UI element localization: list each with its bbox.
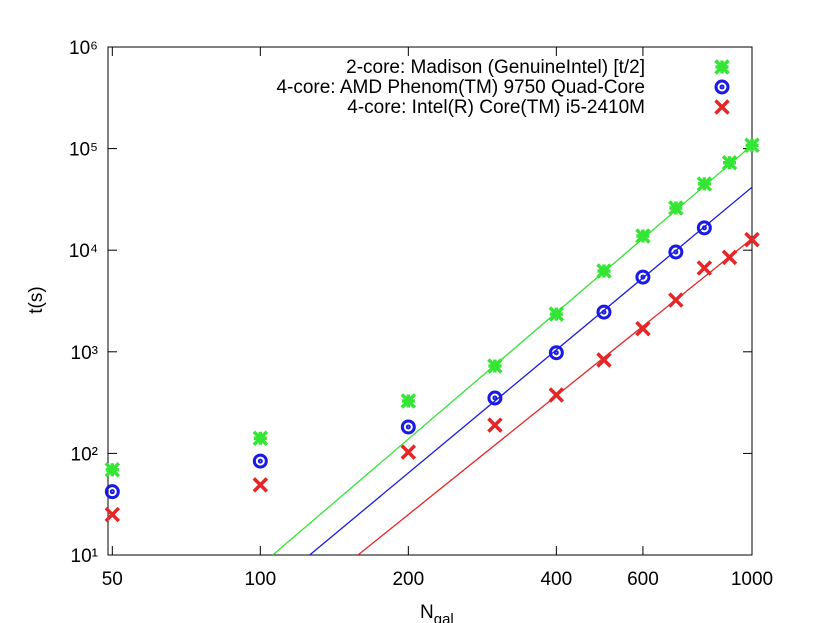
data-point bbox=[721, 154, 738, 171]
data-point bbox=[635, 269, 651, 285]
data-point bbox=[400, 419, 416, 435]
x-tick-label: 1000 bbox=[731, 569, 773, 590]
data-point bbox=[668, 200, 684, 216]
data-point bbox=[104, 506, 121, 523]
y-tick-label: 10⁶ bbox=[69, 38, 98, 59]
data-point bbox=[596, 352, 612, 368]
data-point bbox=[104, 484, 120, 500]
y-tick-label: 10¹ bbox=[71, 546, 98, 567]
data-point bbox=[635, 320, 651, 337]
legend-label: 4-core: Intel(R) Core(TM) i5-2410M bbox=[347, 97, 645, 118]
y-tick-label: 10² bbox=[71, 444, 98, 465]
y-tick-label: 10³ bbox=[71, 343, 98, 364]
data-point bbox=[252, 453, 268, 469]
data-point bbox=[548, 306, 565, 322]
data-point bbox=[696, 260, 713, 276]
data-point bbox=[104, 462, 121, 478]
legend-label: 4-core: AMD Phenom(TM) 9750 Quad-Core bbox=[276, 77, 645, 98]
data-point bbox=[487, 417, 503, 433]
data-point bbox=[744, 231, 760, 248]
data-point bbox=[668, 244, 684, 260]
x-axis-label-main: N bbox=[420, 602, 434, 623]
x-tick-label: 200 bbox=[392, 569, 424, 590]
data-point bbox=[487, 390, 503, 406]
x-axis-label: Ngal bbox=[420, 602, 454, 623]
data-point bbox=[252, 477, 269, 493]
plot-frame bbox=[107, 46, 753, 556]
data-point bbox=[696, 220, 712, 236]
data-point bbox=[487, 358, 503, 374]
x-tick-label: 100 bbox=[244, 569, 276, 590]
data-point bbox=[635, 228, 651, 244]
legend-marker bbox=[714, 59, 730, 75]
legend-marker bbox=[714, 99, 730, 115]
legend-label: 2-core: Madison (GenuineIntel) [t/2] bbox=[346, 57, 645, 78]
data-point bbox=[548, 345, 564, 361]
x-axis-label-subscript: gal bbox=[434, 611, 454, 623]
x-tick-label: 400 bbox=[540, 569, 572, 590]
y-tick-label: 10⁵ bbox=[69, 140, 98, 161]
data-point bbox=[548, 387, 565, 403]
data-point bbox=[596, 304, 612, 320]
data-point bbox=[400, 444, 417, 460]
data-point bbox=[721, 249, 738, 266]
x-tick-label: 50 bbox=[102, 569, 123, 590]
data-point bbox=[696, 176, 713, 192]
data-point bbox=[744, 137, 760, 153]
data-point bbox=[596, 263, 612, 279]
y-axis-label: t(s) bbox=[26, 286, 47, 313]
data-point bbox=[252, 430, 269, 446]
x-tick-label: 600 bbox=[627, 569, 659, 590]
legend-marker bbox=[714, 79, 730, 95]
data-point bbox=[400, 393, 417, 409]
fit-line bbox=[309, 186, 752, 555]
y-tick-label: 10⁴ bbox=[69, 241, 98, 262]
data-point bbox=[668, 292, 684, 308]
